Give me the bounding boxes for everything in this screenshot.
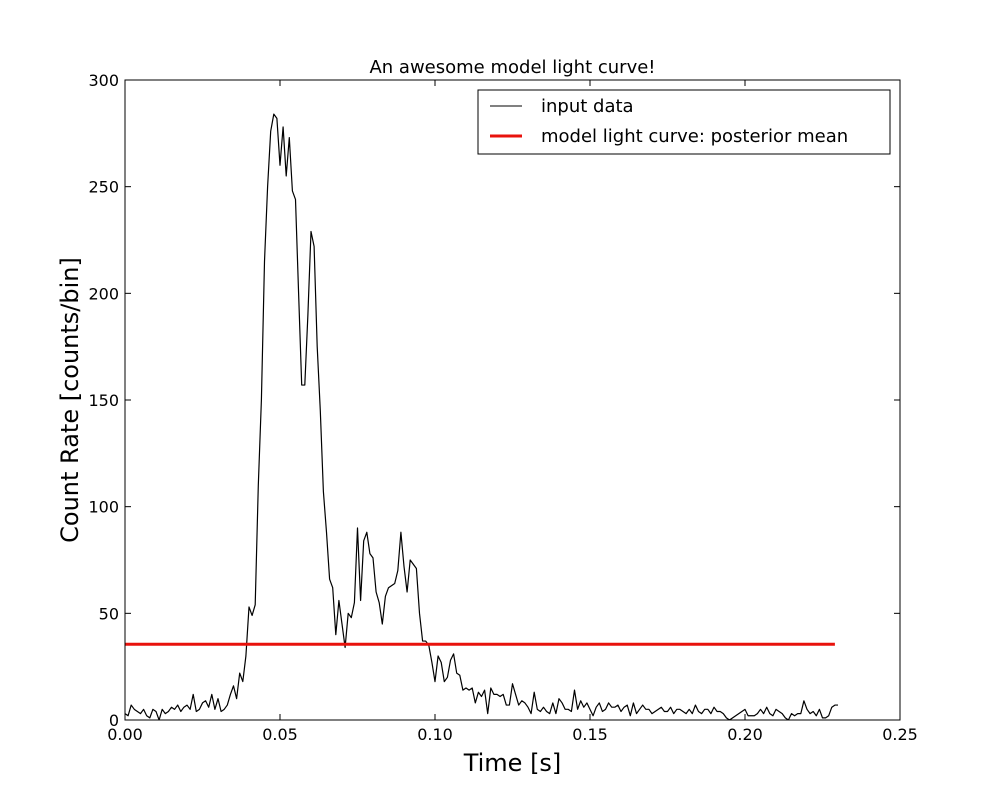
legend-label-input-data: input data <box>541 96 634 117</box>
x-tick-label: 0.20 <box>727 725 763 744</box>
y-tick-label: 100 <box>88 498 119 517</box>
x-tick-label: 0.25 <box>882 725 918 744</box>
x-tick-label: 0.15 <box>572 725 608 744</box>
legend-frame <box>477 89 891 155</box>
x-axis-label: Time [s] <box>463 749 562 777</box>
y-tick-label: 50 <box>99 604 119 623</box>
chart-title: An awesome model light curve! <box>369 57 655 78</box>
y-axis-label: Count Rate [counts/bin] <box>56 257 84 543</box>
y-tick-label: 300 <box>88 71 119 90</box>
legend-label-model-light-curve: model light curve: posterior mean <box>541 126 848 147</box>
x-tick-label: 0.10 <box>417 725 453 744</box>
x-tick-label: 0.00 <box>107 725 143 744</box>
x-tick-label: 0.05 <box>262 725 298 744</box>
y-tick-label: 250 <box>88 178 119 197</box>
axes: 0.00 0.05 0.10 0.15 0.20 0.25 0 50 100 150 200 250 3… <box>88 71 917 744</box>
y-tick-label: 200 <box>88 284 119 303</box>
legend: input data model light curve: posterior … <box>477 89 891 155</box>
plot-area <box>125 113 838 720</box>
y-tick-label: 150 <box>88 391 119 410</box>
y-tick-label: 0 <box>109 711 119 730</box>
series-line-input-data <box>125 113 838 720</box>
